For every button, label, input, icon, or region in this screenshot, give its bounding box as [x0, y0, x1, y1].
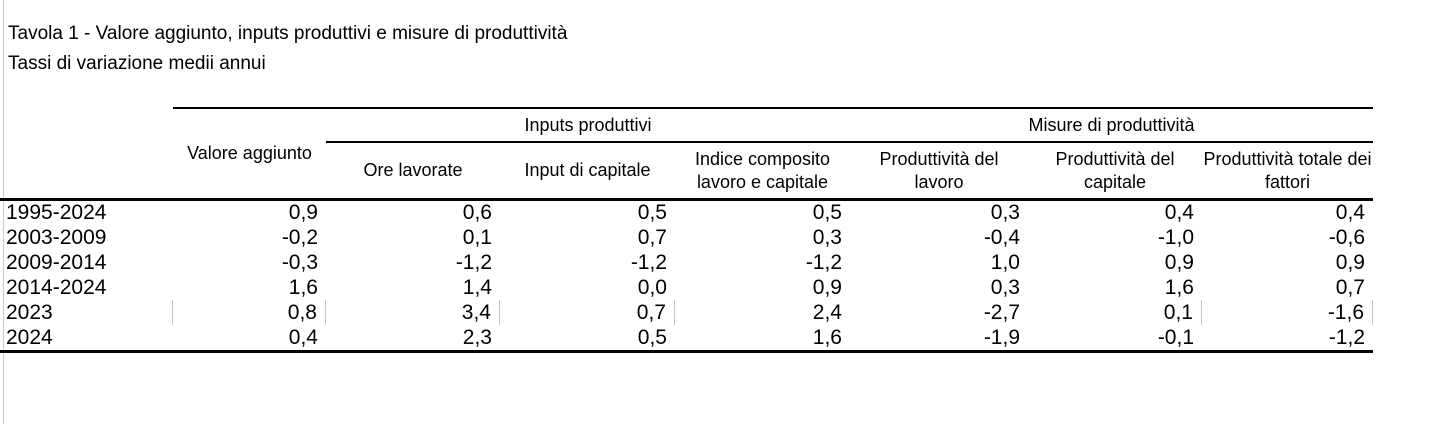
- value-cell: 2,4: [812, 300, 842, 324]
- column-header-produttivita-del-capitale: Produttività del capitale: [1055, 148, 1175, 192]
- value-cell: 0,3: [990, 275, 1020, 299]
- value-cell: 0,0: [637, 275, 667, 299]
- value-cell: -1,2: [630, 251, 667, 275]
- table-bottom-rule: [0, 350, 1373, 353]
- value-cell: 0,1: [1028, 300, 1202, 326]
- value-cell: -1,0: [1157, 226, 1194, 250]
- value-cell: -0,1: [1157, 325, 1194, 349]
- value-cell: 0,3: [990, 201, 1020, 225]
- row-label: 2003-2009: [6, 226, 107, 250]
- value-cell: 0,4: [1164, 201, 1194, 225]
- table-row-2014-2024: 2014-2024 1,6 1,4 0,0 0,9 0,3 1,6 0,7: [0, 276, 1373, 301]
- column-header-indice-composito: Indice composito lavoro e capitale: [694, 148, 831, 192]
- column-header-produttivita-totale-fattori: Produttività totale dei fattori: [1203, 148, 1372, 192]
- row-label: 2009-2014: [6, 251, 107, 275]
- value-cell: 1,0: [990, 251, 1020, 275]
- column-header-valore-aggiunto: Valore aggiunto: [187, 143, 312, 163]
- value-cell: 3,4: [326, 300, 500, 326]
- value-cell: -0,2: [281, 226, 318, 250]
- table-row-2003-2009: 2003-2009 -0,2 0,1 0,7 0,3 -0,4 -1,0 -0,…: [0, 226, 1373, 251]
- value-cell: 1,6: [812, 325, 842, 349]
- page-title: Tavola 1 - Valore aggiunto, inputs produ…: [8, 23, 568, 44]
- value-cell: -0,4: [983, 226, 1020, 250]
- value-cell: -1,2: [805, 251, 842, 275]
- value-cell: 0,1: [462, 226, 492, 250]
- value-cell: -2,7: [983, 300, 1020, 324]
- column-header-input-di-capitale: Input di capitale: [524, 160, 651, 180]
- row-label: 2024: [6, 325, 53, 349]
- value-cell: -0,6: [1328, 226, 1365, 250]
- value-cell: 2,3: [462, 325, 492, 349]
- value-cell: 0,3: [812, 226, 842, 250]
- column-header-ore-lavorate: Ore lavorate: [363, 160, 463, 180]
- table-header-bottom-rule: [0, 198, 1373, 201]
- value-cell: 0,7: [500, 300, 675, 326]
- value-cell: 1,6: [288, 275, 318, 299]
- value-cell: -1,9: [983, 325, 1020, 349]
- row-label: 2023: [0, 300, 173, 326]
- row-label: 1995-2024: [6, 201, 107, 225]
- value-cell: -1,6: [1202, 300, 1373, 326]
- group-header-inputs-produttivi: Inputs produttivi: [524, 114, 652, 135]
- column-header-produttivita-del-lavoro: Produttività del lavoro: [879, 148, 999, 192]
- page-subtitle: Tassi di variazione medii annui: [8, 53, 266, 74]
- table-row-2023: 2023 0,8 3,4 0,7 2,4 -2,7 0,1 -1,6: [0, 300, 1373, 326]
- value-cell: 0,7: [1335, 275, 1365, 299]
- page-left-border-line: [3, 0, 4, 424]
- value-cell: 1,6: [1164, 275, 1194, 299]
- table-group-underline-rule: [326, 141, 1373, 143]
- productivity-table: Valore aggiunto Inputs produttivi Misure…: [0, 107, 1373, 353]
- value-cell: 0,5: [637, 325, 667, 349]
- value-cell: 1,4: [462, 275, 492, 299]
- value-cell: 0,4: [1335, 201, 1365, 225]
- value-cell: 0,9: [812, 275, 842, 299]
- value-cell: -1,2: [455, 251, 492, 275]
- group-header-misure-di-produttivita: Misure di produttività: [1028, 114, 1195, 135]
- value-cell: 0,8: [173, 300, 326, 326]
- row-label: 2014-2024: [6, 275, 107, 299]
- value-cell: 0,5: [637, 201, 667, 225]
- value-cell: 0,4: [288, 325, 318, 349]
- value-cell: -0,3: [281, 251, 318, 275]
- table-top-rule: [173, 107, 1373, 109]
- value-cell: 0,9: [1164, 251, 1194, 275]
- table-row-1995-2024: 1995-2024 0,9 0,6 0,5 0,5 0,3 0,4 0,4: [0, 201, 1373, 226]
- value-cell: 0,6: [462, 201, 492, 225]
- table-row-2024: 2024 0,4 2,3 0,5 1,6 -1,9 -0,1 -1,2: [0, 325, 1373, 350]
- value-cell: 0,5: [812, 201, 842, 225]
- value-cell: 0,9: [1335, 251, 1365, 275]
- value-cell: 0,7: [637, 226, 667, 250]
- table-row-2009-2014: 2009-2014 -0,3 -1,2 -1,2 -1,2 1,0 0,9 0,…: [0, 251, 1373, 276]
- value-cell: 0,9: [288, 201, 318, 225]
- table-body: 1995-2024 0,9 0,6 0,5 0,5 0,3 0,4 0,4 20…: [0, 201, 1373, 350]
- value-cell: -1,2: [1328, 325, 1365, 349]
